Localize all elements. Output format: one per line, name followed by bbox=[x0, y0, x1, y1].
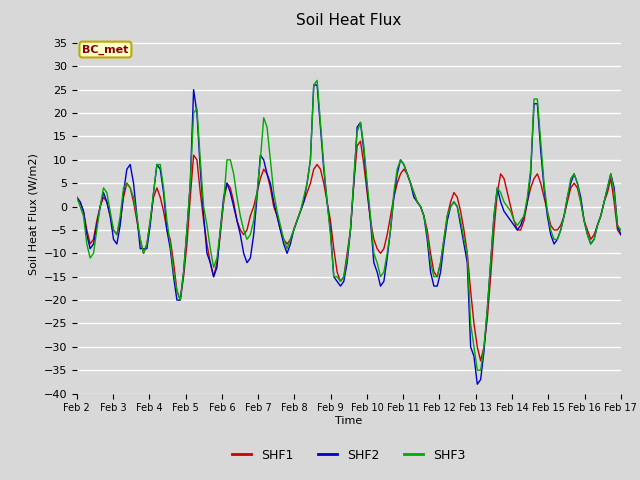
SHF3 bbox=[500, 199, 508, 205]
Line: SHF1: SHF1 bbox=[77, 141, 621, 361]
SHF3 bbox=[313, 77, 321, 83]
SHF3 bbox=[293, 218, 301, 224]
SHF2 bbox=[500, 208, 508, 214]
SHF1 bbox=[597, 213, 605, 219]
SHF1 bbox=[156, 194, 164, 200]
SHF2 bbox=[156, 166, 164, 172]
Y-axis label: Soil Heat Flux (W/m2): Soil Heat Flux (W/m2) bbox=[28, 153, 38, 275]
SHF2 bbox=[310, 82, 317, 88]
Text: BC_met: BC_met bbox=[82, 44, 129, 55]
SHF3 bbox=[477, 367, 484, 373]
SHF1 bbox=[617, 232, 625, 238]
SHF1 bbox=[333, 269, 341, 275]
SHF2 bbox=[73, 194, 81, 200]
SHF2 bbox=[474, 382, 481, 387]
SHF3 bbox=[597, 213, 605, 219]
Line: SHF2: SHF2 bbox=[77, 85, 621, 384]
SHF3 bbox=[617, 227, 625, 233]
SHF1 bbox=[356, 138, 364, 144]
SHF1 bbox=[73, 194, 81, 200]
SHF2 bbox=[477, 377, 484, 383]
SHF2 bbox=[337, 283, 344, 289]
SHF3 bbox=[73, 194, 81, 200]
SHF1 bbox=[474, 344, 481, 350]
Title: Soil Heat Flux: Soil Heat Flux bbox=[296, 13, 401, 28]
SHF3 bbox=[156, 162, 164, 168]
Line: SHF3: SHF3 bbox=[77, 80, 621, 370]
SHF3 bbox=[337, 278, 344, 284]
SHF1 bbox=[477, 358, 484, 364]
SHF1 bbox=[293, 218, 301, 224]
X-axis label: Time: Time bbox=[335, 416, 362, 426]
SHF3 bbox=[474, 367, 481, 373]
SHF1 bbox=[500, 176, 508, 181]
SHF2 bbox=[293, 218, 301, 224]
SHF2 bbox=[617, 232, 625, 238]
SHF2 bbox=[597, 213, 605, 219]
Legend: SHF1, SHF2, SHF3: SHF1, SHF2, SHF3 bbox=[227, 444, 470, 467]
